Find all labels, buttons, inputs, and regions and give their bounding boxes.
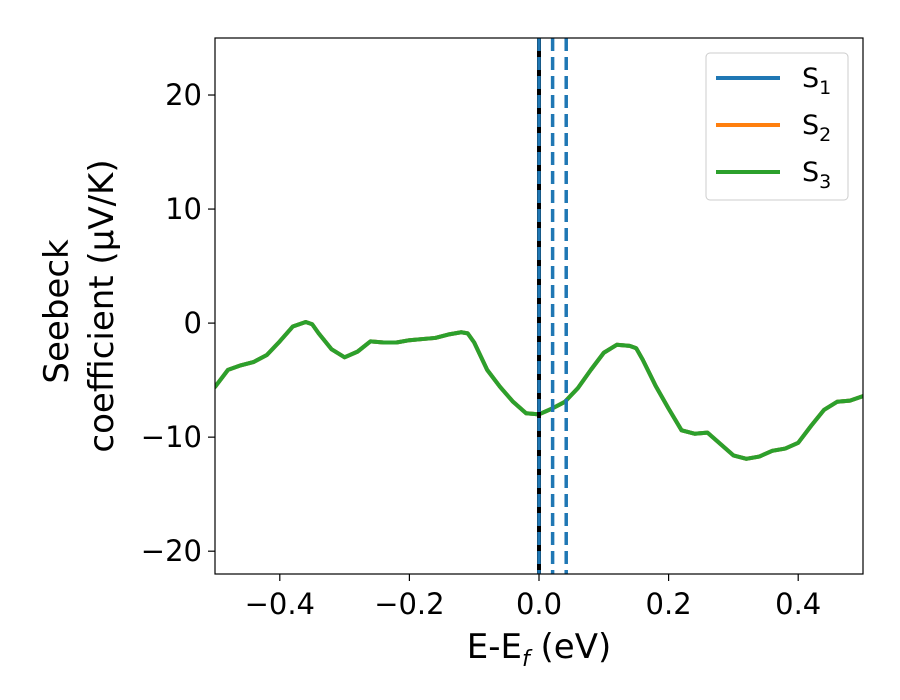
- legend-label-s1: S1: [802, 63, 831, 99]
- x-tick-label: 0.2: [646, 587, 692, 621]
- x-tick-label: 0.0: [516, 587, 562, 621]
- x-tick-label: 0.4: [775, 587, 821, 621]
- legend: S1 S2 S3: [705, 52, 849, 201]
- x-tick-label: −0.4: [245, 587, 315, 621]
- series-line-s3: [215, 319, 863, 461]
- y-tick-label: −20: [141, 534, 202, 568]
- y-axis-label-line-2: coefficient (μV/K): [82, 159, 122, 452]
- legend-label-s3: S3: [802, 157, 831, 193]
- y-tick-label: 0: [184, 306, 202, 340]
- y-tick-label: −10: [141, 420, 202, 454]
- y-tick-label: 10: [165, 192, 202, 226]
- plot-area: [215, 38, 863, 574]
- legend-label-s2: S2: [802, 110, 831, 146]
- y-axis-label: Seebeck coefficient (μV/K): [37, 159, 122, 452]
- x-axis-label: E-Ef (eV): [467, 627, 612, 672]
- y-axis: 20 10 0 −10 −20: [141, 78, 215, 568]
- x-axis: −0.4 −0.2 0.0 0.2 0.4: [245, 574, 821, 621]
- x-tick-label: −0.2: [374, 587, 444, 621]
- y-tick-label: 20: [165, 78, 202, 112]
- y-axis-label-line-1: Seebeck: [37, 239, 77, 384]
